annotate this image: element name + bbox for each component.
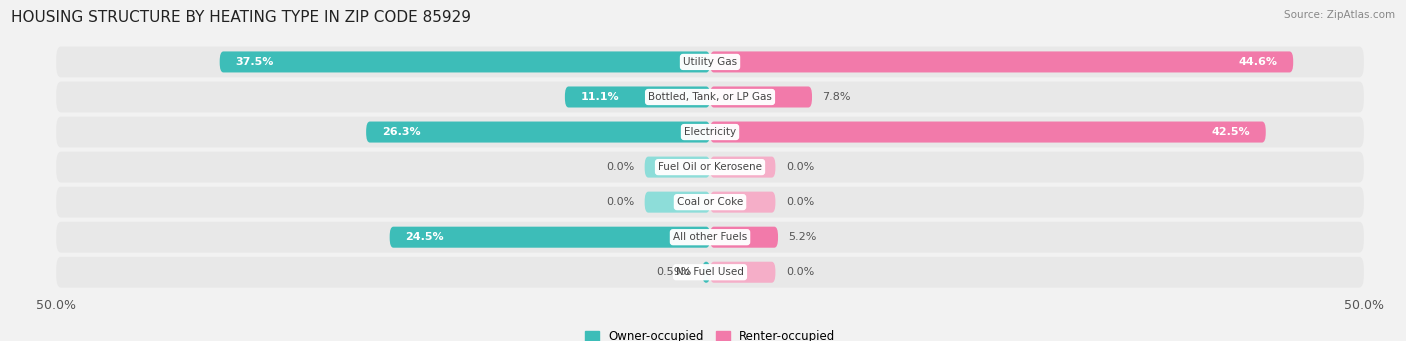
FancyBboxPatch shape [219,51,710,73]
Text: 42.5%: 42.5% [1212,127,1250,137]
Text: Source: ZipAtlas.com: Source: ZipAtlas.com [1284,10,1395,20]
FancyBboxPatch shape [710,262,776,283]
Legend: Owner-occupied, Renter-occupied: Owner-occupied, Renter-occupied [585,330,835,341]
Text: 26.3%: 26.3% [382,127,420,137]
FancyBboxPatch shape [56,257,1364,288]
FancyBboxPatch shape [389,227,710,248]
FancyBboxPatch shape [644,192,710,213]
FancyBboxPatch shape [644,157,710,178]
FancyBboxPatch shape [710,121,1265,143]
Text: 7.8%: 7.8% [823,92,851,102]
FancyBboxPatch shape [703,262,710,283]
FancyBboxPatch shape [56,46,1364,77]
Text: 11.1%: 11.1% [581,92,619,102]
FancyBboxPatch shape [366,121,710,143]
FancyBboxPatch shape [56,152,1364,182]
Text: HOUSING STRUCTURE BY HEATING TYPE IN ZIP CODE 85929: HOUSING STRUCTURE BY HEATING TYPE IN ZIP… [11,10,471,25]
Text: Electricity: Electricity [683,127,737,137]
Text: No Fuel Used: No Fuel Used [676,267,744,277]
FancyBboxPatch shape [565,87,710,107]
FancyBboxPatch shape [710,51,1294,73]
FancyBboxPatch shape [710,192,776,213]
Text: 0.0%: 0.0% [786,162,814,172]
Text: 0.59%: 0.59% [657,267,692,277]
Text: All other Fuels: All other Fuels [673,232,747,242]
Text: Fuel Oil or Kerosene: Fuel Oil or Kerosene [658,162,762,172]
Text: Bottled, Tank, or LP Gas: Bottled, Tank, or LP Gas [648,92,772,102]
Text: Coal or Coke: Coal or Coke [676,197,744,207]
FancyBboxPatch shape [710,157,776,178]
FancyBboxPatch shape [56,117,1364,147]
Text: 0.0%: 0.0% [606,197,634,207]
FancyBboxPatch shape [56,222,1364,253]
FancyBboxPatch shape [56,81,1364,113]
Text: 0.0%: 0.0% [786,267,814,277]
Text: Utility Gas: Utility Gas [683,57,737,67]
FancyBboxPatch shape [710,227,778,248]
Text: 0.0%: 0.0% [606,162,634,172]
FancyBboxPatch shape [710,87,813,107]
Text: 0.0%: 0.0% [786,197,814,207]
Text: 5.2%: 5.2% [789,232,817,242]
Text: 24.5%: 24.5% [405,232,444,242]
FancyBboxPatch shape [56,187,1364,218]
Text: 44.6%: 44.6% [1239,57,1278,67]
Text: 37.5%: 37.5% [235,57,274,67]
